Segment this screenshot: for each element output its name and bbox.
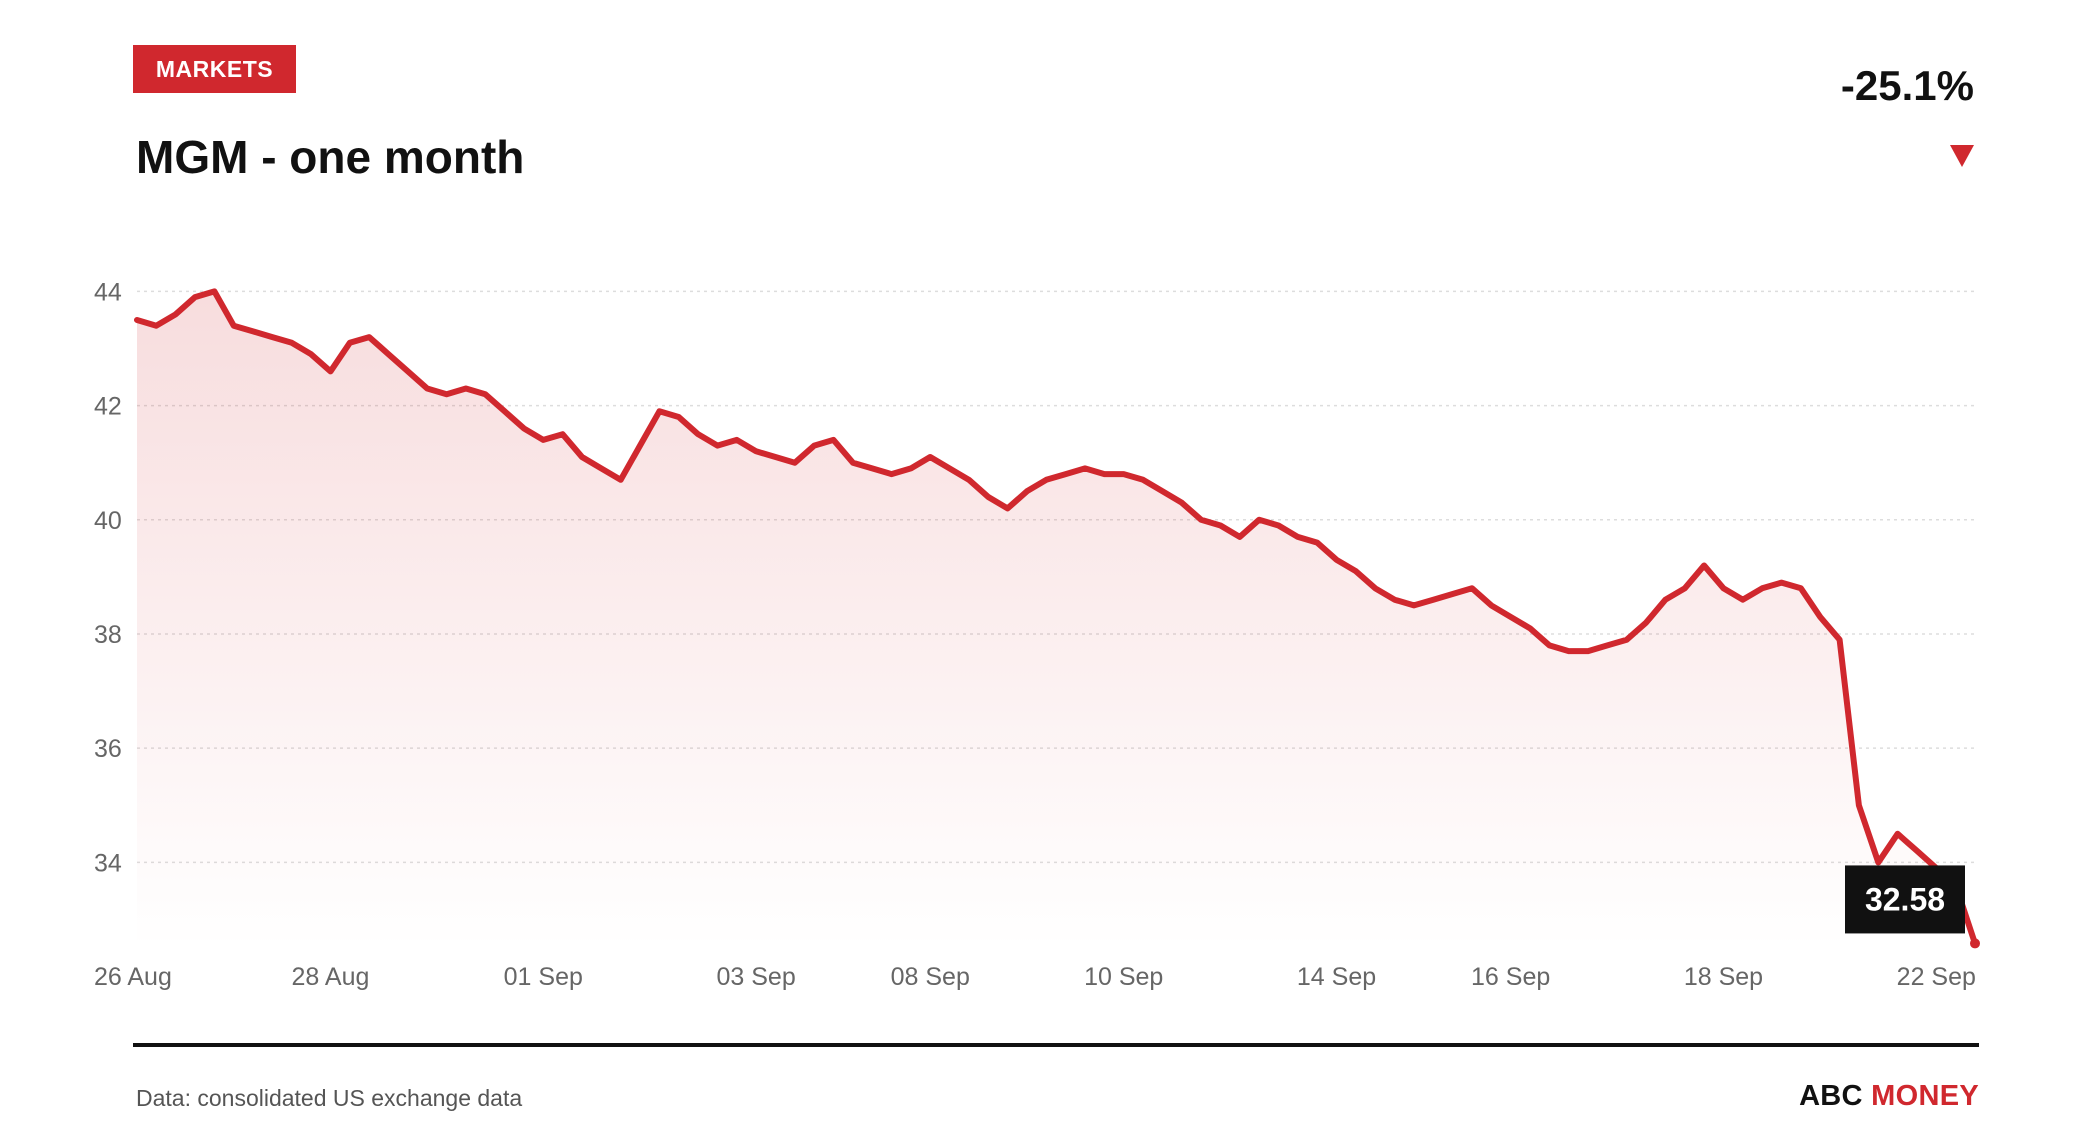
- x-axis-ticks: 26 Aug 28 Aug 01 Sep 03 Sep 08 Sep 10 Sep 14 S…: [94, 963, 1976, 991]
- triangle-down-icon: [1950, 145, 1974, 167]
- data-source-note: Data: consolidated US exchange data: [136, 1085, 523, 1111]
- last-value-label: 32.58: [1865, 881, 1945, 917]
- x-tick-label: 22 Sep: [1897, 963, 1976, 991]
- last-point-marker: [1970, 938, 1980, 949]
- footer-divider: [133, 1043, 1979, 1047]
- x-tick-label: 10 Sep: [1084, 963, 1163, 991]
- y-tick-label: 44: [94, 278, 122, 306]
- chart-title: MGM - one month: [136, 131, 525, 183]
- last-value-box: [1845, 865, 1965, 934]
- brand-accent-text: MONEY: [1871, 1080, 1979, 1112]
- x-tick-label: 26 Aug: [94, 963, 172, 991]
- x-tick-label: 03 Sep: [716, 963, 795, 991]
- brand-logo: ABC MONEY: [1799, 1080, 1979, 1113]
- x-tick-label: 18 Sep: [1684, 963, 1763, 991]
- percent-change: -25.1%: [1840, 62, 1974, 109]
- y-tick-label: 40: [94, 507, 122, 535]
- y-axis-ticks: 44 42 40 38 36 34: [94, 278, 122, 877]
- y-tick-label: 38: [94, 621, 122, 649]
- y-tick-label: 42: [94, 393, 122, 421]
- price-line: [134, 288, 1978, 947]
- y-tick-label: 36: [94, 735, 122, 763]
- y-tick-label: 34: [94, 849, 122, 877]
- x-tick-label: 28 Aug: [292, 963, 370, 991]
- price-chart: 44 42 40 38 36 34 26 Aug 28 Aug 01 Sep 03 Sep 08 …: [94, 278, 1980, 991]
- markets-badge: MARKETS: [133, 45, 296, 93]
- brand-main-text: ABC: [1799, 1080, 1863, 1112]
- x-tick-label: 16 Sep: [1471, 963, 1550, 991]
- price-area: [137, 291, 1975, 948]
- last-value-callout: 32.58: [1845, 865, 1980, 949]
- x-tick-label: 08 Sep: [891, 963, 970, 991]
- x-tick-label: 01 Sep: [504, 963, 583, 991]
- x-tick-label: 14 Sep: [1297, 963, 1376, 991]
